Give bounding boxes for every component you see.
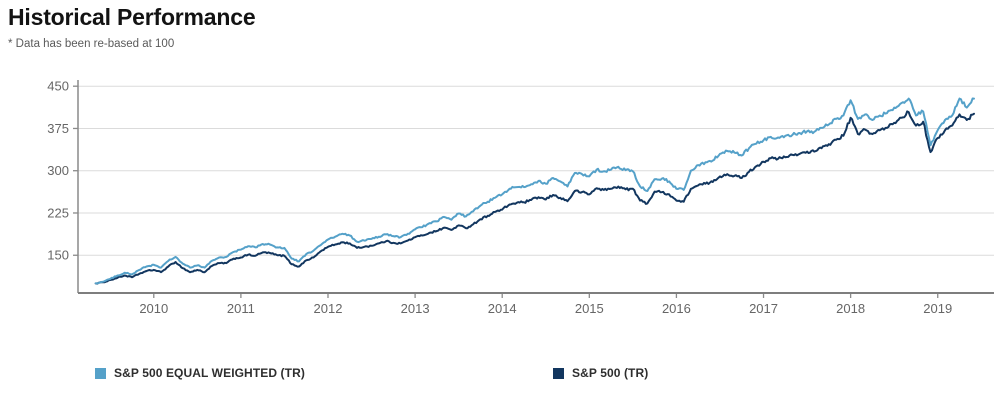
- legend-item-sp500: S&P 500 (TR): [553, 366, 648, 380]
- svg-text:2010: 2010: [139, 301, 168, 316]
- svg-text:450: 450: [47, 79, 69, 94]
- sp500-swatch-icon: [553, 367, 564, 379]
- chart-legend: S&P 500 EQUAL WEIGHTED (TR) S&P 500 (TR): [0, 366, 1000, 386]
- page-title: Historical Performance: [8, 4, 256, 30]
- rebase-footnote: * Data has been re-based at 100: [8, 38, 175, 50]
- svg-text:2011: 2011: [227, 301, 255, 316]
- svg-text:2017: 2017: [749, 301, 778, 316]
- legend-item-equal-weighted: S&P 500 EQUAL WEIGHTED (TR): [95, 366, 305, 380]
- legend-label: S&P 500 EQUAL WEIGHTED (TR): [114, 366, 305, 380]
- performance-line-chart: 150 225 300 375 450 2010 2011 2012 2013 2014 2015 2…: [47, 79, 994, 316]
- svg-text:300: 300: [47, 163, 69, 178]
- svg-text:2014: 2014: [488, 301, 517, 316]
- svg-text:2012: 2012: [314, 301, 343, 316]
- svg-text:2018: 2018: [836, 301, 865, 316]
- svg-text:375: 375: [47, 121, 69, 136]
- svg-text:2019: 2019: [923, 301, 952, 316]
- legend-label: S&P 500 (TR): [572, 366, 649, 380]
- svg-text:150: 150: [47, 248, 69, 263]
- svg-text:225: 225: [47, 205, 69, 220]
- svg-text:2013: 2013: [401, 301, 430, 316]
- svg-text:2016: 2016: [662, 301, 691, 316]
- equal-weighted-swatch-icon: [95, 367, 106, 379]
- svg-text:2015: 2015: [575, 301, 604, 316]
